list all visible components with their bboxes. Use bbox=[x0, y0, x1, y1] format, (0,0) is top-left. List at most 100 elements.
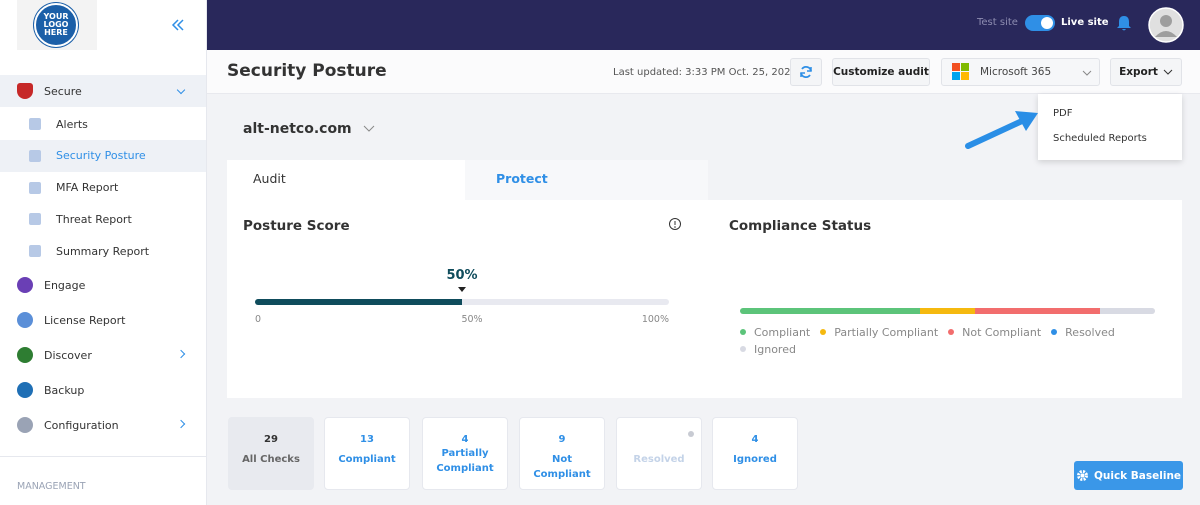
menu-label: Configuration bbox=[44, 418, 119, 432]
submenu-item[interactable]: Threat Report bbox=[0, 203, 206, 235]
gear-icon bbox=[1076, 470, 1088, 481]
menu-item[interactable]: Configuration bbox=[0, 409, 206, 441]
legend-label: Partially Compliant bbox=[834, 326, 939, 339]
last-updated: Last updated: 3:33 PM Oct. 25, 2023 bbox=[613, 67, 797, 78]
export-label: Export bbox=[1119, 66, 1158, 78]
submenu-item[interactable]: MFA Report bbox=[0, 172, 206, 204]
menu-item[interactable]: Secure bbox=[0, 75, 206, 107]
compliance-segment bbox=[975, 308, 1100, 314]
menu-icon bbox=[17, 347, 33, 363]
check-count: 13 bbox=[360, 434, 374, 445]
info-icon[interactable] bbox=[668, 217, 682, 231]
menu-item[interactable]: Backup bbox=[0, 374, 206, 406]
check-label: Partially Compliant bbox=[436, 448, 494, 474]
logo: YOUR LOGO HERE bbox=[34, 3, 78, 47]
submenu-label: MFA Report bbox=[56, 181, 119, 195]
menu-icon bbox=[17, 312, 33, 328]
menu-item[interactable]: Engage bbox=[0, 269, 206, 301]
submenu-icon bbox=[29, 181, 41, 194]
product-select[interactable]: Microsoft 365 bbox=[941, 58, 1100, 86]
pointer-arrow bbox=[965, 111, 1038, 149]
export-scheduled[interactable]: Scheduled Reports bbox=[1053, 133, 1147, 144]
tenant-text: alt-netco.com bbox=[243, 121, 352, 137]
section-label: MANAGEMENT bbox=[17, 481, 86, 492]
check-count: 4 bbox=[751, 434, 759, 445]
check-label: Resolved bbox=[633, 454, 685, 465]
avatar[interactable] bbox=[1148, 7, 1184, 43]
legend-entry: Not Compliant bbox=[948, 326, 1041, 339]
legend-label: Ignored bbox=[754, 343, 796, 356]
legend-entry: Ignored bbox=[740, 343, 796, 356]
legend-label: Not Compliant bbox=[962, 326, 1042, 339]
legend-label: Compliant bbox=[754, 326, 811, 339]
posture-axis-label: 50% bbox=[461, 314, 483, 325]
check-card[interactable]: Resolved bbox=[616, 417, 702, 490]
menu-icon bbox=[17, 277, 33, 293]
tab-audit[interactable]: Audit bbox=[227, 160, 465, 201]
customize-audit-button[interactable]: Customize audit bbox=[832, 58, 930, 86]
sidebar: YOUR LOGO HERE MANAGEMENT Secure Alerts Secu… bbox=[0, 0, 207, 505]
check-card[interactable]: 13 Compliant bbox=[324, 417, 410, 490]
legend-entry: Resolved bbox=[1051, 326, 1115, 339]
compliance-segment bbox=[740, 308, 920, 314]
logo-box: YOUR LOGO HERE bbox=[17, 0, 97, 50]
check-card[interactable]: 29 All Checks bbox=[228, 417, 314, 490]
export-pdf[interactable]: PDF bbox=[1053, 108, 1073, 119]
export-menu: PDF Scheduled Reports bbox=[1038, 94, 1182, 160]
posture-axis-label: 100% bbox=[641, 314, 669, 325]
submenu-item[interactable]: Security Posture bbox=[0, 139, 206, 172]
check-card[interactable]: 4 Partially Compliant bbox=[422, 417, 508, 490]
logo-text: LOGO bbox=[43, 20, 69, 29]
legend-entry: Partially Compliant bbox=[820, 326, 938, 339]
menu-icon bbox=[17, 83, 33, 99]
chevron bbox=[176, 419, 186, 429]
toggle-knob bbox=[1041, 17, 1053, 29]
check-card[interactable]: 4 Ignored bbox=[712, 417, 798, 490]
menu-label: Discover bbox=[44, 348, 92, 362]
posture-fill bbox=[255, 299, 462, 305]
site-toggle[interactable] bbox=[1025, 15, 1055, 31]
divider bbox=[0, 456, 206, 457]
submenu-item[interactable]: Summary Report bbox=[0, 235, 206, 267]
bell-icon[interactable] bbox=[1116, 14, 1132, 32]
legend-dot bbox=[740, 346, 746, 352]
compliance-legend: Compliant Partially Compliant Not Complian… bbox=[740, 324, 1160, 358]
menu-icon bbox=[17, 382, 33, 398]
refresh-button[interactable] bbox=[790, 58, 822, 86]
legend-dot bbox=[1051, 329, 1058, 335]
submenu-label: Security Posture bbox=[56, 149, 146, 163]
posture-score-label: 50% bbox=[446, 268, 478, 283]
refresh-icon bbox=[800, 66, 812, 78]
quick-baseline-label: Quick Baseline bbox=[1093, 469, 1182, 482]
submenu-label: Summary Report bbox=[56, 244, 150, 258]
test-site-label: Test site bbox=[977, 17, 1018, 28]
menu-label: License Report bbox=[44, 313, 126, 327]
check-label: Not Compliant bbox=[533, 454, 591, 480]
posture-track bbox=[255, 299, 669, 305]
compliance-segment bbox=[919, 308, 976, 314]
status-dot bbox=[688, 431, 694, 437]
submenu-item[interactable]: Alerts bbox=[0, 108, 206, 140]
menu-item[interactable]: License Report bbox=[0, 304, 206, 336]
tenant-name[interactable]: alt-netco.com bbox=[243, 121, 375, 137]
legend-entry: Compliant bbox=[740, 326, 810, 339]
menu-item[interactable]: Discover bbox=[0, 339, 206, 371]
export-button[interactable]: Export bbox=[1110, 58, 1182, 86]
check-label: Ignored bbox=[733, 454, 777, 465]
header: Security Posture Last updated: 3:33 PM O… bbox=[207, 50, 1200, 94]
check-card[interactable]: 9 Not Compliant bbox=[519, 417, 605, 490]
chevron bbox=[1082, 70, 1092, 76]
menu-label: Secure bbox=[44, 84, 82, 98]
collapse-icon[interactable] bbox=[170, 17, 186, 33]
quick-baseline-button[interactable]: Quick Baseline bbox=[1074, 461, 1183, 490]
legend-dot bbox=[740, 329, 746, 335]
menu-label: Engage bbox=[44, 278, 86, 292]
logo-text: HERE bbox=[44, 28, 68, 37]
top-bar: Test site Live site bbox=[207, 0, 1200, 50]
legend-label: Resolved bbox=[1065, 326, 1115, 339]
tab-protect[interactable]: Protect bbox=[465, 160, 708, 200]
posture-marker bbox=[458, 287, 466, 292]
check-count: 9 bbox=[558, 434, 566, 445]
submenu-icon bbox=[29, 245, 41, 258]
